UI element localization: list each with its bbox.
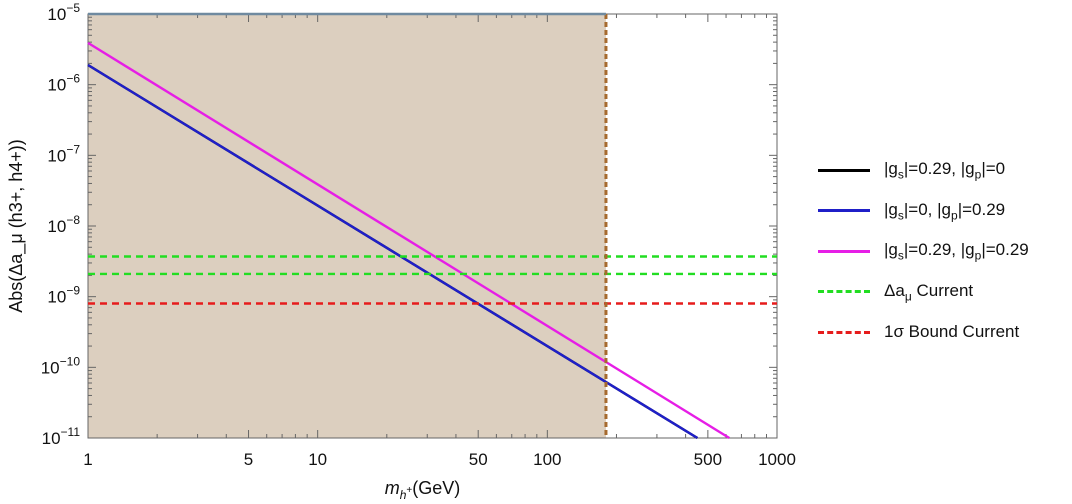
x-tick-label: 10 xyxy=(308,450,327,469)
y-tick-label: 10−6 xyxy=(47,72,80,95)
y-tick-label: 10−10 xyxy=(41,354,81,377)
y-tick-label: 10−5 xyxy=(47,1,80,24)
legend-label: 1σ Bound Current xyxy=(884,322,1020,342)
x-tick-label: 1 xyxy=(83,450,92,469)
legend-label: |gs|=0.29, |gp|=0 xyxy=(884,159,1006,182)
y-tick-label: 10−8 xyxy=(47,213,80,236)
series-line-1 xyxy=(87,63,699,440)
series-line-2 xyxy=(87,41,730,440)
legend-item: Δaμ Current xyxy=(818,272,1068,313)
y-axis-label: Abs(Δa_μ (h3+, h4+)) xyxy=(6,139,27,312)
legend-label: Δaμ Current xyxy=(884,280,974,303)
x-tick-label: 500 xyxy=(694,450,722,469)
x-tick-label: 5 xyxy=(244,450,253,469)
legend-label: |gs|=0.29, |gp|=0.29 xyxy=(884,240,1029,263)
excluded-region xyxy=(88,14,606,438)
legend-swatch xyxy=(818,209,870,213)
legend-swatch xyxy=(818,290,870,294)
legend-swatch xyxy=(818,249,870,253)
legend-item: |gs|=0, |gp|=0.29 xyxy=(818,191,1068,232)
legend: |gs|=0.29, |gp|=0 |gs|=0, |gp|=0.29 |gs|… xyxy=(818,150,1068,353)
y-tick-label: 10−7 xyxy=(47,142,80,165)
x-tick-label: 100 xyxy=(533,450,561,469)
legend-swatch xyxy=(818,168,870,172)
x-tick-label: 1000 xyxy=(758,450,796,469)
legend-item: |gs|=0.29, |gp|=0.29 xyxy=(818,231,1068,272)
x-tick-label: 50 xyxy=(469,450,488,469)
legend-swatch xyxy=(818,330,870,334)
legend-label: |gs|=0, |gp|=0.29 xyxy=(884,199,1006,222)
y-tick-label: 10−11 xyxy=(42,425,81,448)
x-axis-label: mh+(GeV) xyxy=(385,478,461,502)
legend-item: 1σ Bound Current xyxy=(818,312,1068,353)
y-tick-label: 10−9 xyxy=(47,284,80,307)
legend-item: |gs|=0.29, |gp|=0 xyxy=(818,150,1068,191)
